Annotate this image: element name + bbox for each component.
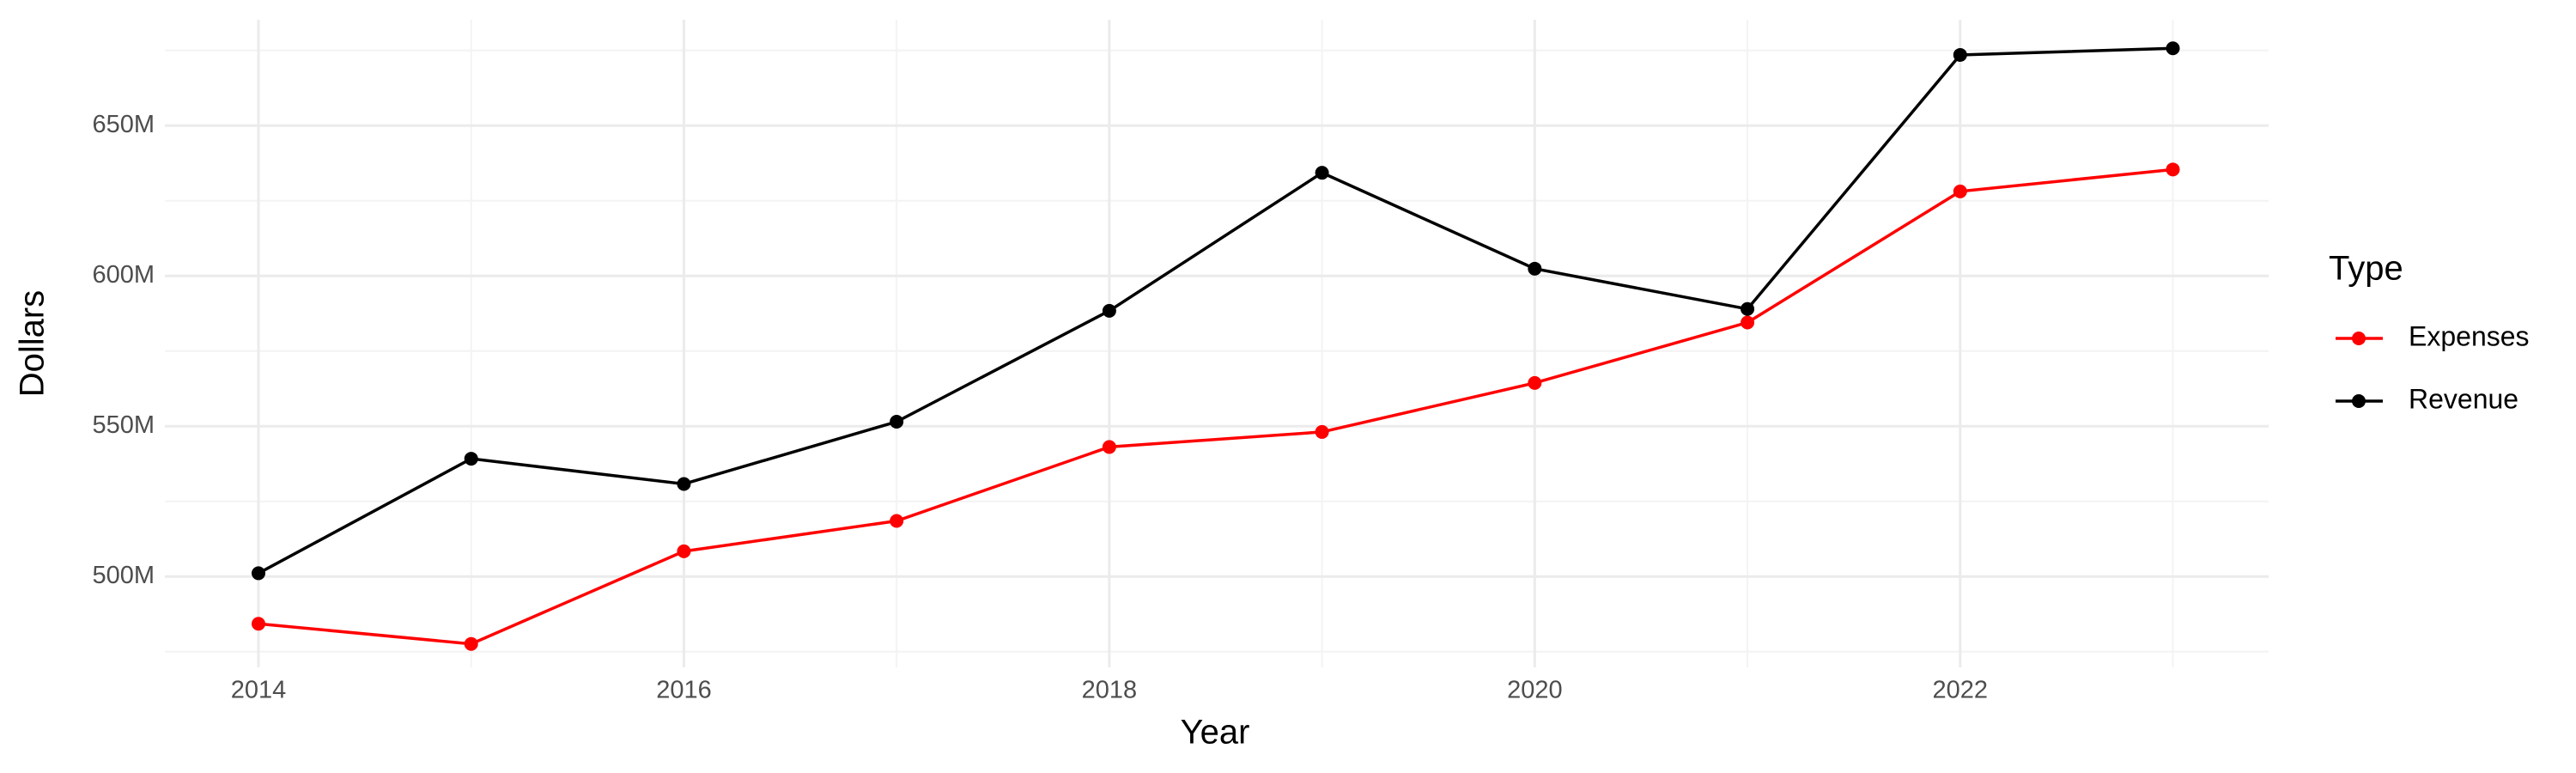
data-point bbox=[464, 452, 478, 466]
data-point bbox=[251, 566, 265, 581]
series-line bbox=[258, 46, 2173, 575]
data-point bbox=[1953, 184, 1967, 198]
x-axis-title: Year bbox=[1181, 714, 1250, 752]
data-point bbox=[1953, 47, 1967, 62]
x-tick-label: 2022 bbox=[1933, 677, 1989, 704]
data-point bbox=[464, 636, 478, 651]
x-tick-label: 2016 bbox=[656, 677, 712, 704]
data-point bbox=[890, 514, 904, 528]
y-tick-label: 650M bbox=[92, 111, 155, 138]
y-tick-label: 550M bbox=[92, 411, 155, 439]
data-point bbox=[1102, 440, 1116, 454]
y-axis-title: Dollars bbox=[14, 290, 52, 397]
x-tick-label: 2018 bbox=[1082, 677, 1138, 704]
x-tick-label: 2014 bbox=[231, 677, 287, 704]
data-point bbox=[677, 477, 691, 491]
data-point bbox=[890, 415, 904, 429]
legend-label: Revenue bbox=[2409, 383, 2518, 414]
data-point bbox=[1528, 261, 1542, 276]
data-point bbox=[2166, 162, 2180, 177]
data-point bbox=[1315, 424, 1329, 439]
series-line bbox=[258, 167, 2173, 646]
legend-marker bbox=[2352, 332, 2366, 345]
data-point bbox=[1741, 315, 1755, 330]
legend-title: Type bbox=[2329, 250, 2403, 288]
data-point bbox=[1528, 375, 1542, 390]
y-tick-label: 600M bbox=[92, 261, 155, 289]
y-tick-label: 500M bbox=[92, 562, 155, 589]
legend-label: Expenses bbox=[2409, 320, 2530, 351]
data-point bbox=[1102, 303, 1116, 318]
legend-marker bbox=[2352, 394, 2366, 408]
data-point bbox=[1315, 166, 1329, 180]
data-point bbox=[2166, 41, 2180, 56]
x-tick-label: 2020 bbox=[1507, 677, 1563, 704]
data-point bbox=[1741, 301, 1755, 316]
data-point bbox=[251, 617, 265, 631]
data-point bbox=[677, 544, 691, 558]
